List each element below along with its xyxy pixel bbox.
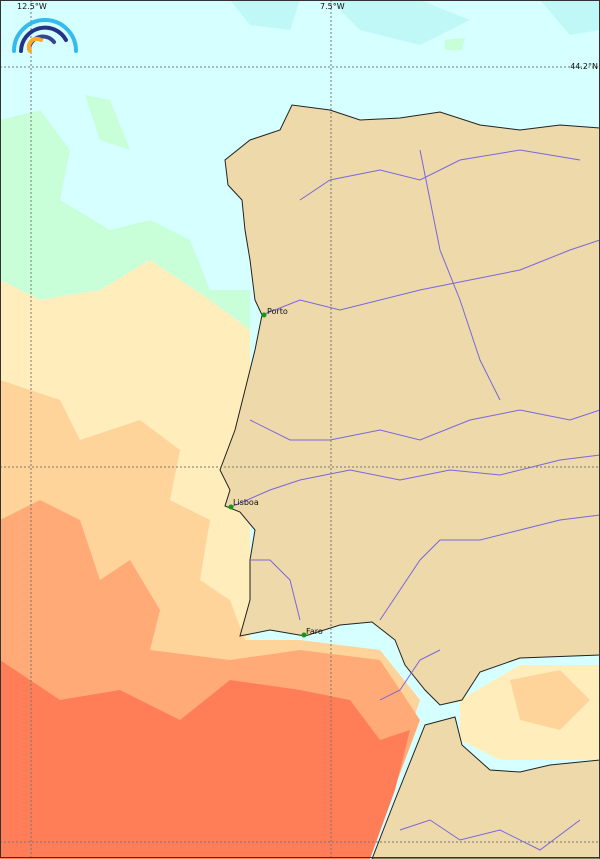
lat-label-top: 44.2°N: [570, 62, 598, 71]
rainbow-arc-logo-icon: [12, 18, 78, 53]
africa-land: [371, 716, 600, 859]
sea-cyan-patch: [230, 0, 600, 45]
lon-label-west: 12.5°W: [17, 2, 47, 11]
rivers: [230, 149, 600, 851]
city-markers: [228, 312, 307, 638]
city-label-faro: Faro: [306, 627, 323, 636]
city-label-porto: Porto: [267, 307, 288, 316]
lon-label-mid: 7.5°W: [320, 2, 345, 11]
iberia-land: [219, 104, 600, 706]
sea-hot-zone: [0, 660, 410, 859]
city-label-lisboa: Lisboa: [233, 498, 259, 507]
